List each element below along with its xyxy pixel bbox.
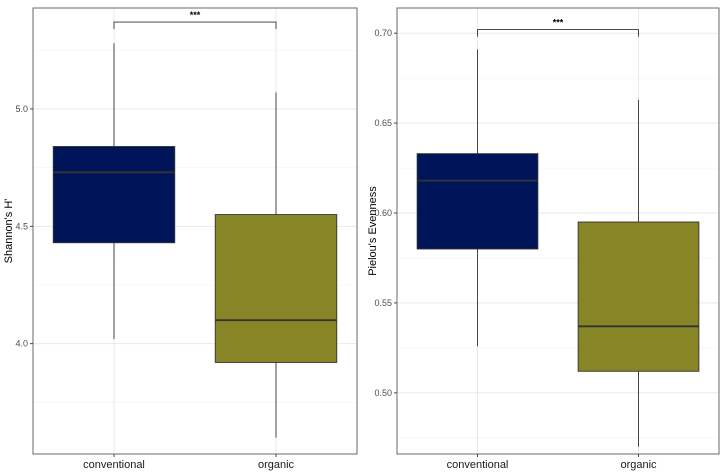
- y-axis-title: Shannon's H': [3, 199, 15, 264]
- x-tick-label: organic: [620, 459, 657, 471]
- panel-border: [396, 7, 720, 455]
- y-tick-label: 0.55: [374, 298, 392, 308]
- panel-shannon: *** 4.0 4.5 5.0 conventional organic Shannon's…: [3, 7, 358, 471]
- panel-pielou: *** 0.50 0.55 0.60 0.65 0.70 conventional organ…: [367, 7, 720, 471]
- significance-bracket: [113, 21, 277, 30]
- x-tick-label: organic: [258, 459, 295, 471]
- box-conventional: [416, 49, 539, 347]
- box-organic: [577, 99, 700, 447]
- x-tick-label: conventional: [447, 459, 509, 471]
- significance-label: ***: [190, 10, 201, 20]
- y-tick-label: 0.65: [374, 118, 392, 128]
- x-tick-label: conventional: [83, 459, 145, 471]
- panel-border: [32, 7, 358, 455]
- y-tick-label: 0.50: [374, 388, 392, 398]
- y-tick-label: 0.60: [374, 208, 392, 218]
- box-rect: [52, 146, 176, 244]
- y-tick-label: 4.0: [15, 339, 28, 349]
- box-conventional: [52, 43, 176, 339]
- y-axis-title: Pielou's Evenness: [367, 186, 379, 276]
- y-tick-label: 5.0: [15, 104, 28, 114]
- box-organic: [214, 92, 338, 438]
- box-rect: [416, 153, 539, 250]
- y-tick-label: 0.70: [374, 28, 392, 38]
- box-rect: [577, 221, 700, 372]
- y-tick-label: 4.5: [15, 221, 28, 231]
- significance-label: ***: [553, 18, 564, 28]
- significance-bracket: [477, 29, 639, 37]
- box-rect: [214, 214, 338, 363]
